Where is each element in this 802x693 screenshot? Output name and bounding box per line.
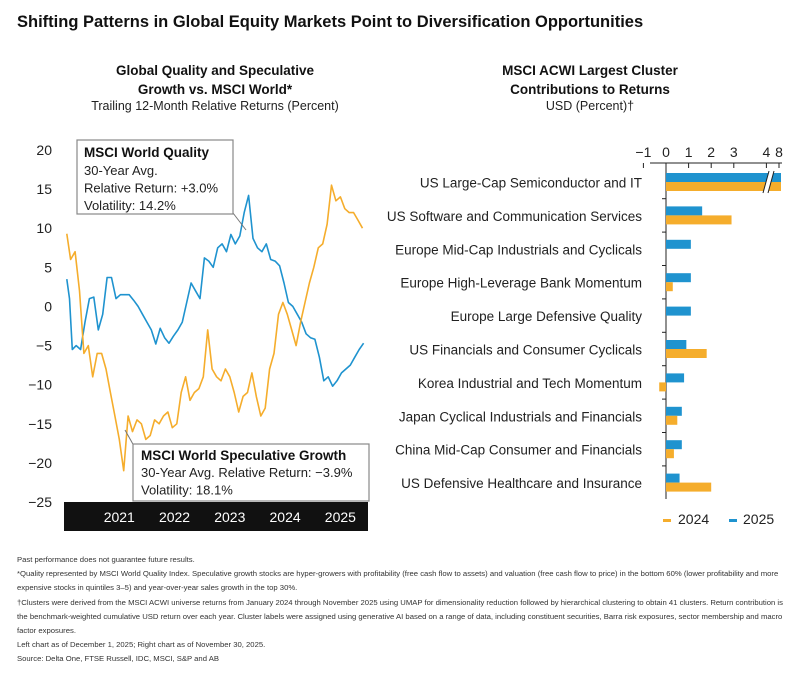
left-chart-title: Global Quality and Speculative Growth vs… — [60, 61, 370, 99]
speculative-annotation-title: MSCI World Speculative Growth — [141, 448, 346, 463]
speculative-annotation-leader — [124, 429, 135, 447]
category-label: US Defensive Healthcare and Insurance — [401, 476, 642, 491]
bar-2024 — [666, 215, 732, 225]
bar-2024 — [659, 382, 666, 392]
speculative-annotation-box — [132, 443, 370, 502]
left-line-chart: 20 15 10 5 0 −5 −10 −15 −20 −25 2021 2022 2023 2024 20… — [28, 139, 370, 531]
category-label: Europe Large Defensive Quality — [451, 309, 643, 324]
right-chart-title-line1: MSCI ACWI Largest Cluster — [502, 63, 678, 78]
bar-2025 — [666, 406, 682, 416]
page-title: Shifting Patterns in Global Equity Marke… — [17, 13, 644, 31]
category-label: Korea Industrial and Tech Momentum — [418, 376, 642, 391]
category-label: US Large-Cap Semiconductor and IT — [420, 176, 642, 191]
left-x-tick-label: 2024 — [270, 509, 301, 525]
left-y-tick-label: −15 — [28, 416, 52, 432]
footnote-4: Left chart as of December 1, 2025; Right… — [17, 640, 266, 650]
bar-2025 — [666, 440, 682, 450]
speculative-annotation-line: 30-Year Avg. Relative Return: −3.9% — [141, 465, 353, 480]
speculative-annotation-line: Volatility: 18.1% — [141, 483, 233, 498]
left-y-tick-label: −20 — [28, 455, 52, 471]
right-x-tick-label: 4 — [763, 144, 771, 160]
left-y-tick-label: 20 — [36, 142, 52, 158]
footnotes: Past performance does not guarantee futu… — [17, 553, 787, 667]
bar-2024 — [666, 449, 674, 459]
bar-2024 — [666, 482, 712, 492]
left-x-tick-label: 2025 — [325, 509, 356, 525]
right-chart-title-line2: Contributions to Returns — [510, 82, 670, 97]
category-label: Europe High-Leverage Bank Momentum — [400, 276, 642, 291]
category-label: Europe Mid-Cap Industrials and Cyclicals — [395, 242, 642, 257]
category-label: US Financials and Consumer Cyclicals — [409, 343, 642, 358]
bar-2025 — [666, 206, 703, 216]
bar-2024 — [666, 415, 678, 425]
bar-2025 — [666, 306, 691, 316]
left-x-axis-band — [64, 502, 368, 531]
right-x-tick-label: 0 — [662, 144, 670, 160]
left-x-tick-label: 2023 — [214, 509, 245, 525]
quality-annotation-line: Relative Return: +3.0% — [84, 181, 218, 196]
quality-annotation-leader — [232, 212, 247, 231]
legend-swatch-2024 — [663, 519, 671, 522]
category-label: China Mid-Cap Consumer and Financials — [395, 443, 642, 458]
footnote-5: Source: Delta One, FTSE Russell, IDC, MS… — [17, 654, 219, 664]
right-bar-chart: −1 0 1 2 3 4 8 US Large-Cap Semiconductor and I… — [387, 144, 783, 527]
speculative-growth-series-line — [66, 184, 364, 472]
right-x-tick-label: 3 — [730, 144, 738, 160]
left-y-tick-label: 0 — [44, 298, 52, 314]
quality-annotation-box — [76, 139, 234, 215]
left-chart-title-line1: Global Quality and Speculative — [115, 63, 315, 78]
right-chart-subtitle: USD (Percent)† — [545, 99, 635, 113]
category-label: Japan Cyclical Industrials and Financial… — [399, 409, 642, 424]
left-y-tick-label: 15 — [36, 181, 52, 197]
left-x-tick-label: 2022 — [159, 509, 190, 525]
left-y-tick-label: −10 — [28, 377, 52, 393]
right-x-tick-label: 8 — [775, 144, 783, 160]
left-y-tick-label: −25 — [28, 494, 52, 510]
bar-2024 — [666, 282, 673, 292]
quality-annotation-title: MSCI World Quality — [84, 145, 209, 160]
bar-2024 — [666, 349, 707, 358]
left-y-tick-label: 5 — [44, 259, 52, 275]
footnote-1: Past performance does not guarantee futu… — [17, 555, 195, 564]
bar-2025 — [666, 340, 687, 349]
left-chart-subtitle: Trailing 12-Month Relative Returns (Perc… — [91, 99, 339, 113]
right-chart-title: MSCI ACWI Largest Cluster Contributions … — [420, 61, 760, 99]
quality-annotation-line: 30-Year Avg. — [84, 163, 158, 178]
category-label: US Software and Communication Services — [387, 209, 642, 224]
bar-2024 — [666, 182, 781, 191]
left-y-tick-label: −5 — [36, 338, 52, 354]
legend-label-2024: 2024 — [678, 511, 709, 527]
footnote-2: *Quality represented by MSCI World Quali… — [17, 569, 779, 593]
bar-2025 — [666, 473, 680, 483]
left-x-tick-label: 2021 — [104, 509, 135, 525]
quality-series-line — [66, 194, 365, 388]
axis-break-gap — [763, 171, 774, 193]
bar-2025 — [666, 239, 691, 249]
axis-break-mark — [767, 170, 775, 194]
left-y-tick-label: 10 — [36, 220, 52, 236]
left-chart-title-line2: Growth vs. MSCI World* — [137, 82, 293, 97]
right-x-tick-label: −1 — [635, 144, 651, 160]
axis-break-mark — [762, 170, 770, 194]
right-x-tick-label: 1 — [685, 144, 693, 160]
bar-2025 — [666, 373, 685, 383]
quality-annotation-line: Volatility: 14.2% — [84, 198, 176, 213]
legend-label-2025: 2025 — [743, 511, 774, 527]
legend-swatch-2025 — [729, 519, 737, 522]
footnote-3: †Clusters were derived from the MSCI ACW… — [17, 597, 783, 636]
bar-2025 — [666, 273, 691, 283]
right-x-tick-label: 2 — [707, 144, 715, 160]
bar-2025 — [666, 173, 781, 182]
